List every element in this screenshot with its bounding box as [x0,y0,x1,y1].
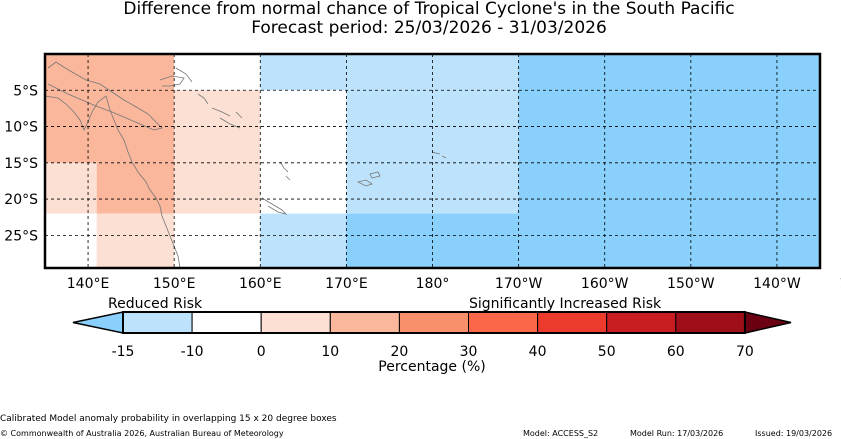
anomaly-region [45,162,97,214]
longitude-label: 150°E [153,276,196,292]
new-caledonia-coast [261,197,288,215]
solomon-islands-coast [211,107,243,129]
longitude-label: 140°E [67,276,110,292]
copyright: © Commonwealth of Australia 2026, Austra… [0,429,284,438]
colorbar-tick-label: 30 [460,344,478,360]
latitude-label: 5°S [13,83,38,99]
colorbar-segment [260,311,331,334]
anomaly-regions [45,54,820,268]
colorbar-segment [329,311,400,334]
latitude-label: 25°S [4,228,38,244]
longitude-label: 170°W [495,276,543,292]
samoa-coast [431,151,447,159]
anomaly-region [260,213,347,268]
colorbar-outline [122,311,746,334]
papua-new-guinea-coast [47,61,163,131]
fiji-coast [356,171,381,187]
latitude-labels: 5°S 10°S 15°S 20°S 25°S [4,83,38,244]
colorbar-tick-label: 40 [529,344,547,360]
colorbar-tick-label: 20 [390,344,408,360]
anomaly-region [174,54,261,91]
colorbar-segment [606,311,677,334]
longitude-label: 160°E [239,276,282,292]
colorbar-left-arrow [72,311,124,334]
bougainville-coast [197,93,209,105]
colorbar-tick-label: -10 [181,344,204,360]
model-name: Model: ACCESS_S2 [523,429,599,438]
increased-risk-label: Significantly Increased Risk [469,296,662,312]
colorbar-segment [675,311,746,334]
longitude-label: 130°W [839,276,841,292]
colorbar-tick-label: 70 [736,344,754,360]
anomaly-region [260,54,347,91]
vanuatu-coast [279,161,291,181]
chart-title: Difference from normal chance of Tropica… [123,0,735,19]
latitude-label: 10°S [4,120,38,136]
colorbar-tick-label: -15 [112,344,135,360]
longitude-label: 160°W [581,276,629,292]
new-britain-coast [159,75,185,87]
colorbar-segment [468,311,539,334]
longitude-label: 170°E [325,276,368,292]
longitude-labels: 140°E 150°E 160°E 170°E 180° 170°W 160°W 150°W 1… [67,276,841,292]
latitude-label: 15°S [4,156,38,172]
colorbar-segment [398,311,469,334]
colorbar-segment [537,311,608,334]
footnote: Calibrated Model anomaly probability in … [0,414,337,424]
reduced-risk-label: Reduced Risk [108,296,203,312]
colorbar-tick-label: 60 [667,344,685,360]
colorbar-tick-label: 0 [257,344,266,360]
anomaly-region [174,90,261,214]
colorbar-tick-label: 50 [598,344,616,360]
colorbar-axis-label: Percentage (%) [378,359,485,375]
colorbar-ticks: -15 -10 0 10 20 30 40 50 60 70 [112,344,754,360]
colorbar-tick-label: 10 [321,344,339,360]
anomaly-region [96,162,175,214]
colorbar-right-arrow [744,311,792,334]
colorbar-segment [191,311,262,334]
map-frame [43,52,822,270]
coastlines [45,61,447,268]
issued-date: Issued: 19/03/2026 [755,429,833,438]
forecast-period: Forecast period: 25/03/2026 - 31/03/2026 [251,18,607,38]
anomaly-region [518,54,820,268]
anomaly-region [260,90,347,214]
longitude-label: 150°W [667,276,715,292]
colorbar-segment [122,311,193,334]
australia-coast [45,95,181,268]
longitude-label: 140°W [753,276,801,292]
longitude-label: 180° [416,276,450,292]
anomaly-region [96,213,175,268]
colorbar [72,311,792,334]
latitude-label: 20°S [4,192,38,208]
new-ireland-coast [175,67,193,83]
model-run: Model Run: 17/03/2026 [630,429,724,438]
